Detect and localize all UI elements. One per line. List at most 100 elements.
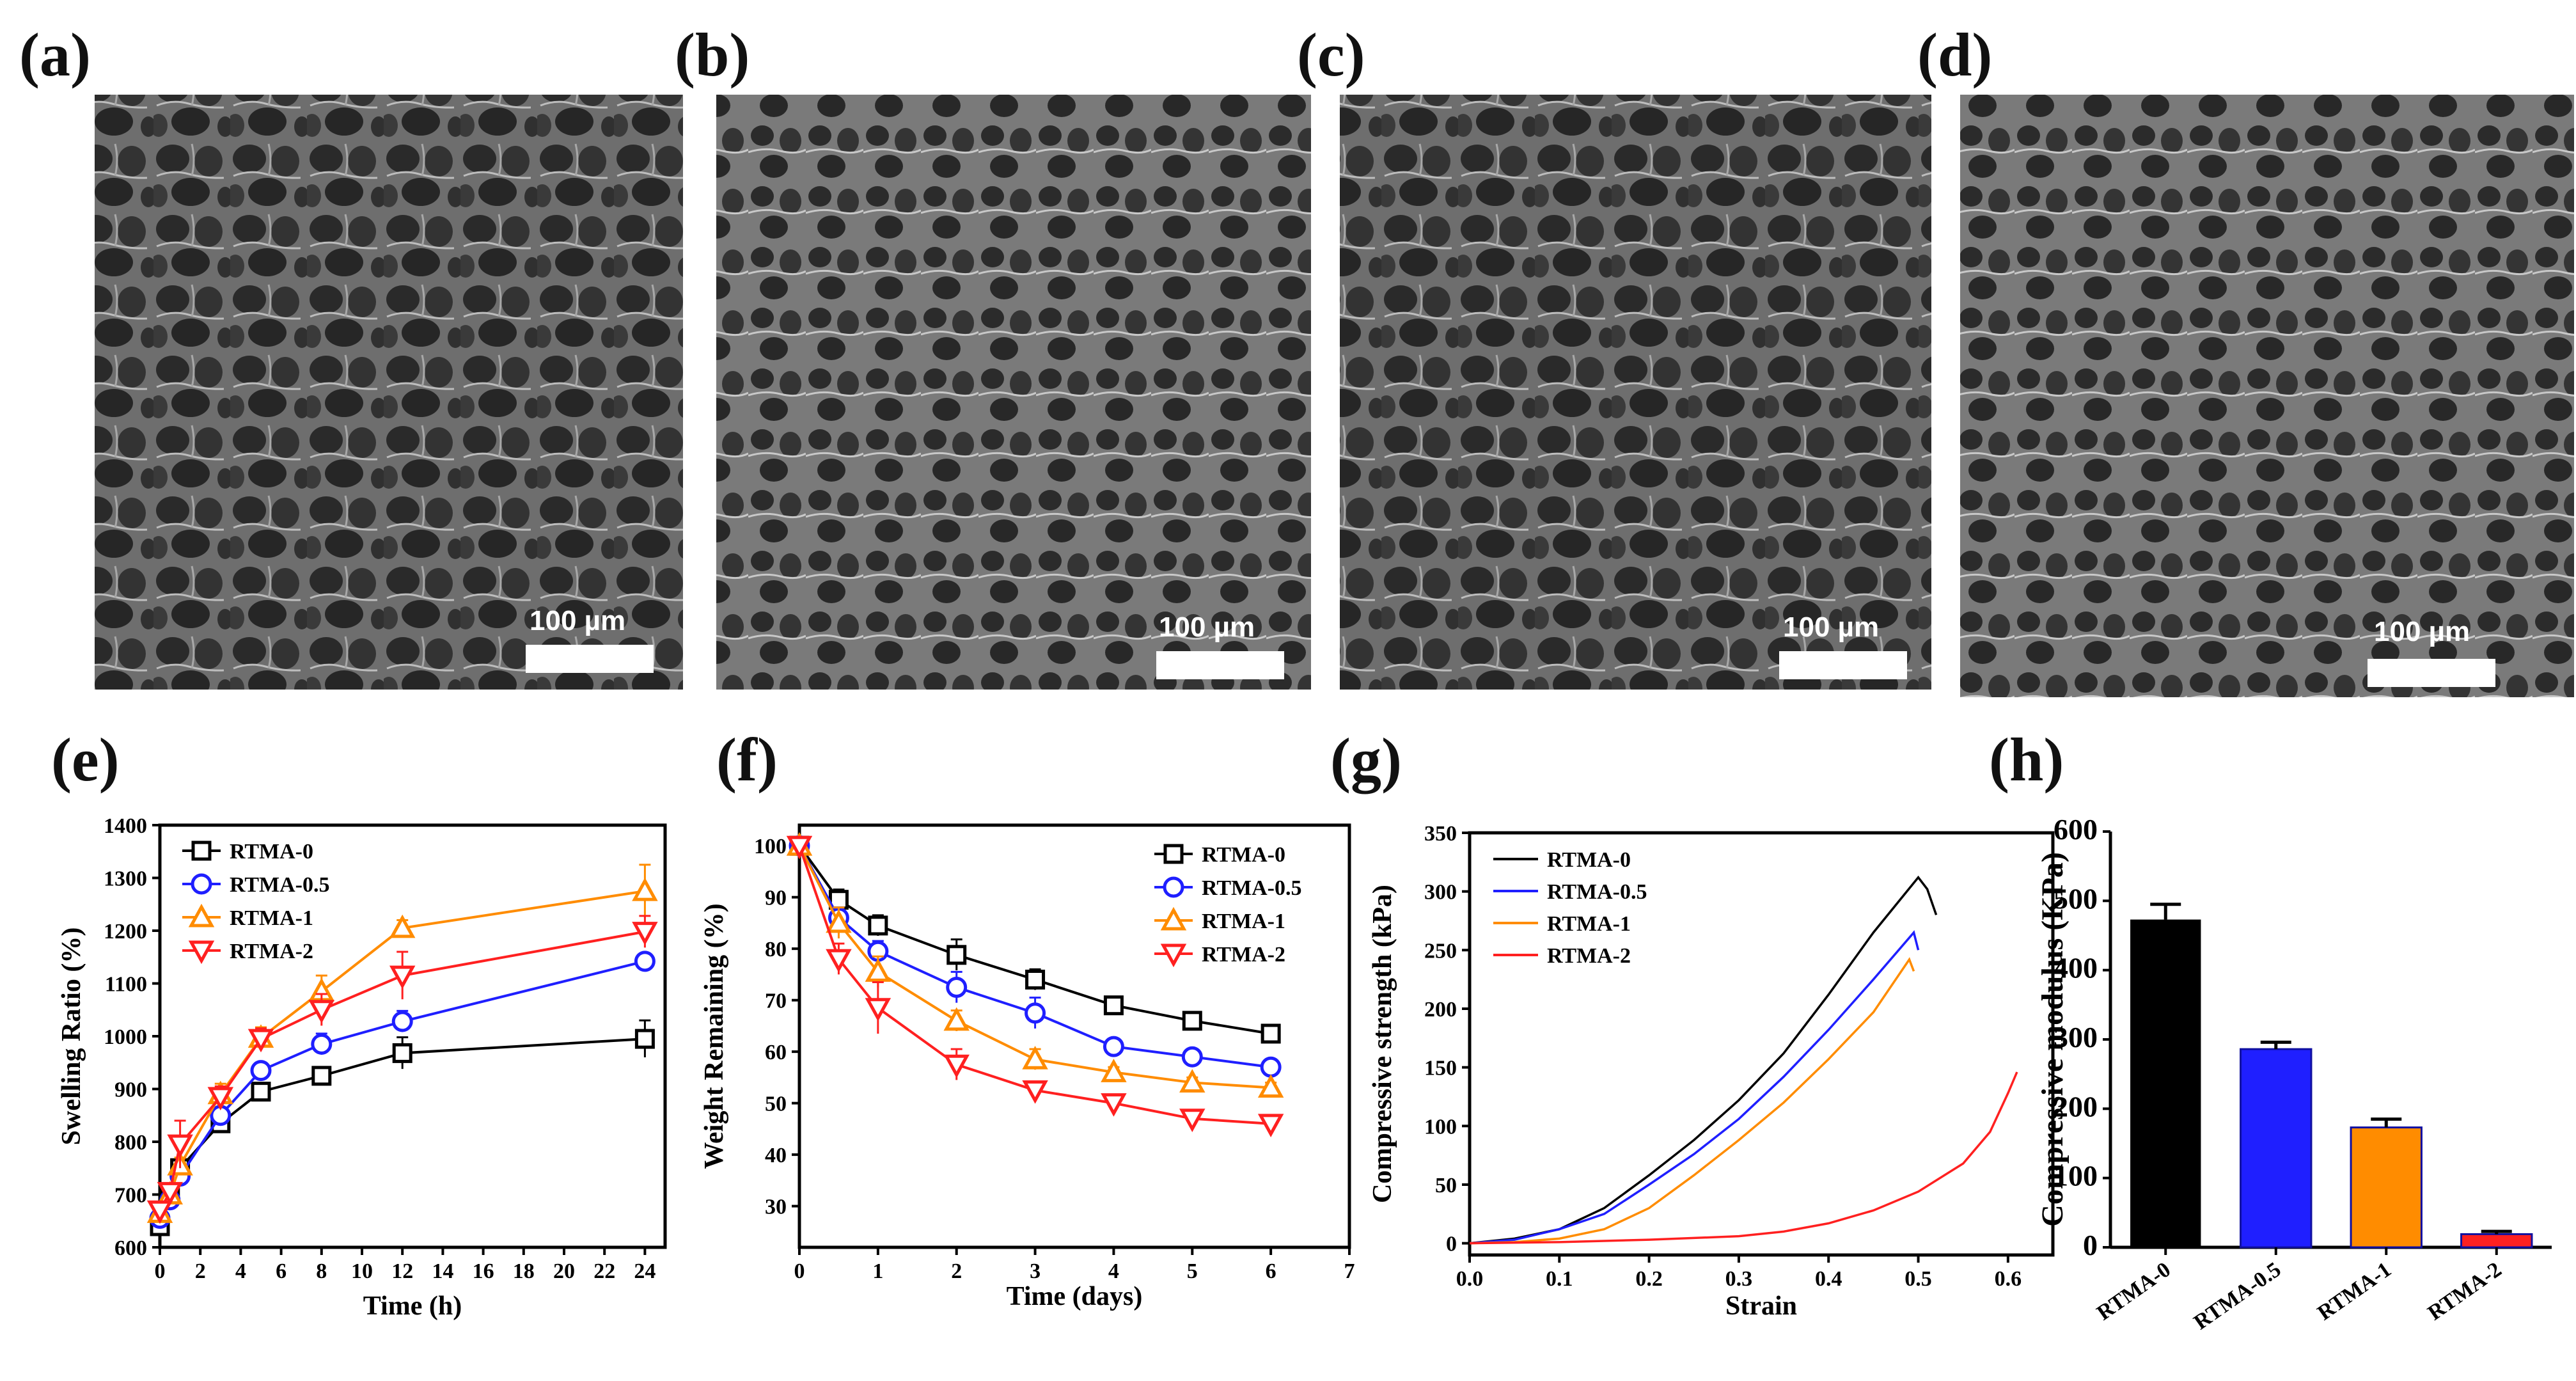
x-axis-label: Strain <box>1725 1291 1797 1321</box>
y-tick-label: 250 <box>1424 939 1457 963</box>
x-tick-label: 2 <box>951 1259 962 1283</box>
x-tick-label: 6 <box>276 1259 287 1283</box>
data-point-RTMA-2 <box>1022 1080 1048 1104</box>
data-point-RTMA-1 <box>943 1007 970 1031</box>
y-tick-label: 200 <box>2054 1090 2098 1123</box>
data-point-RTMA-2 <box>943 1054 970 1078</box>
series-line-RTMA-1 <box>1469 957 1915 1245</box>
y-tick-label: 700 <box>114 1184 147 1208</box>
y-tick-label: 0 <box>1446 1233 1457 1256</box>
x-tick-label: 0.5 <box>1905 1267 1932 1291</box>
x-tick-label: 8 <box>316 1259 327 1283</box>
data-point-RTMA-2 <box>207 1087 234 1111</box>
data-point-RTMA-2 <box>786 835 813 860</box>
data-point-RTMA-0 <box>1261 1023 1281 1044</box>
panel-label-g: (g) <box>1330 725 1402 794</box>
x-tick-label: 3 <box>1030 1259 1041 1283</box>
x-tick-label: 6 <box>1266 1259 1276 1283</box>
data-point-RTMA-2 <box>1179 1109 1206 1132</box>
legend-label: RTMA-0 <box>1202 843 1285 867</box>
data-point-RTMA-2 <box>1257 1114 1284 1138</box>
data-point-RTMA-0.5 <box>311 1033 333 1055</box>
y-tick-label: 80 <box>765 938 787 961</box>
y-axis-label: Compressive modulus (KPa) <box>2036 852 2069 1227</box>
legend-marker <box>1163 844 1184 864</box>
panel-label-a: (a) <box>19 20 91 89</box>
y-tick-label: 90 <box>765 887 787 910</box>
data-point-RTMA-2 <box>167 1134 193 1158</box>
data-point-RTMA-2 <box>308 1000 335 1023</box>
x-tick-label: 18 <box>513 1259 535 1283</box>
data-point-RTMA-0.5 <box>391 1011 413 1032</box>
data-point-RTMA-0 <box>868 915 888 936</box>
sem-image-b <box>716 95 1311 690</box>
legend-label: RTMA-0.5 <box>1547 880 1647 904</box>
x-tick-label: 1 <box>872 1259 883 1283</box>
x-tick-label: RTMA-0 <box>2093 1258 2175 1325</box>
y-tick-label: 400 <box>2054 952 2098 984</box>
y-tick-label: 40 <box>765 1144 787 1167</box>
scale-bar-b <box>1156 651 1284 679</box>
y-tick-label: 1400 <box>104 814 147 838</box>
x-tick-label: 16 <box>473 1259 494 1283</box>
y-tick-label: 600 <box>2054 813 2098 846</box>
x-tick-label: 4 <box>1108 1259 1119 1283</box>
x-tick-label: 0 <box>155 1259 166 1283</box>
data-point-RTMA-0.5 <box>1025 1002 1046 1024</box>
x-tick-label: 20 <box>553 1259 575 1283</box>
legend-label: RTMA-2 <box>1202 943 1285 967</box>
bar-RTMA-0.5 <box>2240 1048 2313 1249</box>
data-point-RTMA-1 <box>865 958 891 982</box>
sem-image-d <box>1960 95 2574 697</box>
plot-frame <box>1468 831 2055 1257</box>
data-point-RTMA-0 <box>634 1029 655 1049</box>
bar-RTMA-0 <box>2130 919 2201 1247</box>
chart-compressive-strength: 0 50 100 150 200 250 300 350 Compressive strengt… <box>1368 822 2055 1321</box>
y-tick-label: 1100 <box>105 973 147 997</box>
y-tick-label: 50 <box>1435 1174 1457 1197</box>
bar-RTMA-2 <box>2460 1233 2533 1249</box>
y-tick-label: 300 <box>2054 1021 2098 1054</box>
data-point-RTMA-2 <box>632 922 658 945</box>
data-point-RTMA-0 <box>946 945 967 965</box>
y-tick-label: 300 <box>1424 881 1457 904</box>
chart-swelling-ratio: 600 700 800 900 1000 1100 1200 1300 1400 Swelling… <box>57 814 667 1321</box>
x-tick-label: 0.1 <box>1546 1267 1573 1291</box>
scale-label-a: 100 µm <box>530 605 625 636</box>
x-tick-label: 0.3 <box>1725 1267 1753 1291</box>
x-tick-label: 7 <box>1344 1259 1355 1283</box>
legend-label: RTMA-2 <box>1547 944 1631 968</box>
panel-label-b: (b) <box>675 20 750 89</box>
data-point-RTMA-0 <box>392 1043 412 1063</box>
series-line-RTMA-0 <box>1469 875 1938 1245</box>
data-point-RTMA-0.5 <box>1103 1036 1124 1057</box>
y-tick-label: 70 <box>765 990 787 1013</box>
data-point-RTMA-2 <box>146 1200 173 1224</box>
y-tick-label: 100 <box>754 835 787 858</box>
panel-label-d: (d) <box>1917 20 1992 89</box>
data-point-RTMA-0.5 <box>946 977 968 998</box>
legend-marker <box>1163 876 1184 898</box>
scale-label-d: 100 µm <box>2374 616 2470 647</box>
x-axis-label: Time (days) <box>1007 1282 1143 1311</box>
x-tick-label: 10 <box>351 1259 373 1283</box>
data-point-RTMA-1 <box>389 914 416 938</box>
data-point-RTMA-0 <box>1025 969 1046 990</box>
x-tick-label: 0.4 <box>1815 1267 1842 1291</box>
data-point-RTMA-2 <box>157 1181 184 1206</box>
x-tick-label: 0.2 <box>1635 1267 1663 1291</box>
scale-bar-d <box>2368 659 2495 687</box>
legend-label: RTMA-2 <box>230 940 313 963</box>
panel-label-f: (f) <box>716 725 778 794</box>
series-line-RTMA-0.5 <box>1469 930 1920 1245</box>
chart-weight-remaining: 30 40 50 60 70 80 90 100 Weight Remaining (%) 0 1 2… <box>700 823 1355 1311</box>
panel-label-e: (e) <box>51 725 120 794</box>
scale-label-c: 100 µm <box>1783 612 1879 643</box>
scale-bar-c <box>1779 651 1907 679</box>
x-axis-label: Time (h) <box>363 1291 462 1321</box>
legend-label: RTMA-0 <box>230 840 313 864</box>
data-point-RTMA-0 <box>311 1066 332 1086</box>
y-tick-label: 1000 <box>104 1025 147 1049</box>
data-point-RTMA-0.5 <box>1181 1046 1203 1068</box>
y-axis-label: Swelling Ratio (%) <box>57 927 86 1146</box>
